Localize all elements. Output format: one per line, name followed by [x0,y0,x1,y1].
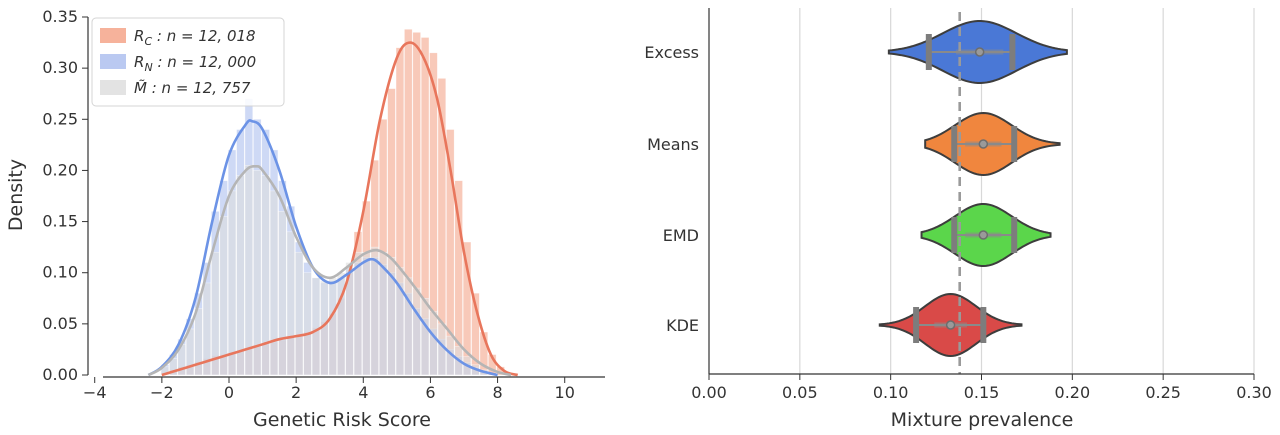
method-label: EMD [663,226,699,245]
hist-bar [194,308,203,376]
method-labels: Excess Means EMD KDE [644,43,699,335]
whisker-cap [913,307,920,343]
prevalence-axis-label: Mixture prevalence [891,409,1074,431]
whisker-cap [980,307,987,343]
x-tick-label: 10 [555,383,575,402]
mean-marker [978,139,989,149]
hist-bar [278,211,287,376]
legend: RC : n = 12, 018 RN : n = 12, 000 M̃ : n =… [91,17,285,107]
hist-bar [420,297,430,376]
legend-entry: RC : n = 12, 018 [134,27,256,48]
y-tick-label: 0.30 [42,58,78,77]
hist-bar [244,165,254,376]
legend-entry: M̃ : n = 12, 757 [134,78,251,97]
prevalence-tick-label: 0.05 [782,383,818,402]
hist-bar [404,277,413,376]
x-tick-label: −2 [150,383,174,402]
mean-marker [974,47,985,57]
x-tick-label: 6 [425,383,435,402]
y-tick-label: 0.00 [42,365,78,384]
hist-bar [362,251,371,376]
prevalence-tick-label: 0.30 [1236,383,1272,402]
violin-chart: 0.00 0.05 0.10 0.15 0.20 0.25 0.30 Excess Means… [644,8,1272,431]
y-tick-label: 0.25 [42,109,78,128]
whisker-cap [1011,126,1018,162]
legend-swatch [100,80,126,95]
prevalence-tick-label: 0.25 [1145,383,1181,402]
method-label: Excess [644,43,699,62]
whisker-cap [951,126,958,162]
prevalence-tick-label: 0.10 [873,383,909,402]
hist-bar [286,231,296,376]
x-tick-label: 4 [358,383,368,402]
kde-curve-2 [147,164,512,377]
method-label: KDE [666,316,699,335]
violin-kde [878,292,1023,358]
legend-swatch [100,54,126,69]
prevalence-tick-label: 0.15 [964,383,1000,402]
hist-bar [294,251,304,376]
y-tick-label: 0.05 [42,314,78,333]
hist-bar [328,277,337,376]
x-tick-label: 8 [492,383,502,402]
hist-bar [253,170,262,376]
legend-swatch [100,28,126,43]
hist-bar [227,190,237,376]
x-axis-ticks: −4 −2 0 2 4 6 8 10 [83,377,575,402]
violin-means [924,111,1061,177]
hist-bar [219,216,228,376]
method-label: Means [647,135,699,154]
whisker-cap [1009,34,1016,70]
y-tick-label: 0.10 [42,263,78,282]
density-histogram-chart: −4 −2 0 2 4 6 8 10 0.00 0.05 0.10 0.15 0.20 0.25 0.30… [5,7,605,431]
left-axes [87,17,605,378]
hist-bar [303,272,312,376]
x-tick-label: 2 [291,383,301,402]
hist-bar [211,251,220,376]
kde-curve-0 [161,41,519,377]
mean-marker [978,230,989,240]
whisker-cap [951,217,958,253]
mean-marker [945,320,956,330]
y-tick-label: 0.20 [42,160,78,179]
legend-frame [91,17,285,107]
x-tick-label: 0 [224,383,234,402]
hist-bar [345,262,354,376]
hist-bar [412,287,421,376]
violin-excess [887,20,1068,84]
violin-emd [920,203,1052,267]
kde-curve-1 [147,119,498,377]
prevalence-tick-label: 0.00 [691,383,727,402]
y-axis-ticks: 0.00 0.05 0.10 0.15 0.20 0.25 0.30 0.35 [42,7,88,384]
hist-bar [370,246,379,376]
y-tick-label: 0.15 [42,212,78,231]
x-axis-label: Genetic Risk Score [253,409,431,431]
hist-bar [353,251,363,376]
violins [878,12,1068,374]
whisker-cap [925,34,932,70]
kde-curves [147,41,519,377]
y-axis-label: Density [5,159,27,231]
hist-bar [202,282,212,376]
prevalence-tick-label: 0.20 [1055,383,1091,402]
y-tick-label: 0.35 [42,7,78,26]
hist-bar [429,311,438,376]
whisker-cap [1011,217,1018,253]
hist-bar [236,175,245,376]
hist-bar [311,277,321,376]
legend-entry: RN : n = 12, 000 [134,53,256,74]
prevalence-ticks: 0.00 0.05 0.10 0.15 0.20 0.25 0.30 [691,374,1272,402]
x-tick-label: −4 [83,383,107,402]
hist-bar [269,190,279,376]
